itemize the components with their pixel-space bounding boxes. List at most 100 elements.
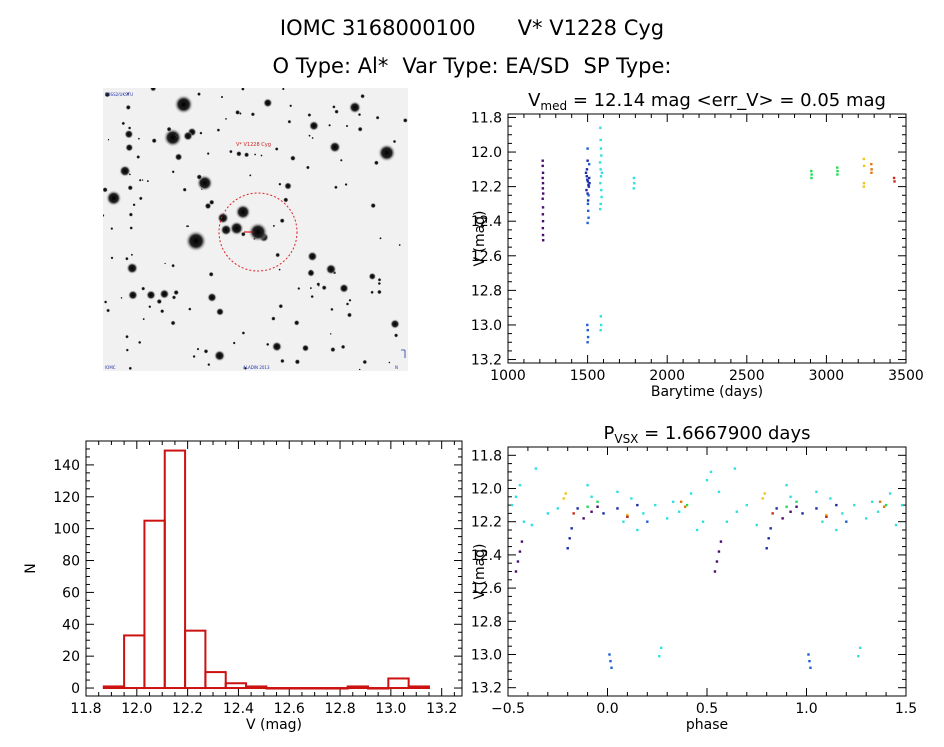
finder-star (141, 179, 144, 182)
lightcurve-point (599, 323, 603, 327)
histogram-ytick-label: 20 (62, 649, 80, 665)
phased-point (596, 500, 599, 503)
histogram-bar (407, 685, 430, 690)
finder-star (174, 153, 183, 161)
lightcurve-point (599, 315, 603, 318)
finder-star (373, 160, 379, 166)
phased-point (679, 500, 683, 503)
finder-star (196, 174, 203, 180)
finder-star (234, 109, 241, 116)
finder-star (207, 292, 217, 303)
finder-star (203, 348, 209, 354)
lightcurve-point (600, 188, 603, 192)
finder-star (289, 104, 293, 108)
page-title-types: O Type: Al* Var Type: EA/SD SP Type: (0, 54, 944, 78)
lightcurve-ytick-label: 13.2 (471, 353, 502, 369)
lightcurve-point (810, 173, 813, 176)
finder-star (250, 112, 256, 117)
phased-point (636, 528, 639, 532)
phased-point (695, 528, 699, 532)
lightcurve-point (632, 176, 636, 180)
lightcurve-plot: 1000 1500 2000 2500 3000 3500 11.8 12.0 12.2 12.4… (471, 90, 924, 400)
phased-point (562, 497, 565, 500)
histogram-bar (224, 682, 248, 690)
histogram-bar (387, 677, 410, 690)
lightcurve-xtick-label: 2500 (729, 368, 765, 384)
lightcurve-point (541, 192, 545, 195)
finder-star (130, 253, 134, 257)
phased-plot: −0.5 0.0 0.5 1.0 1.5 11.8 12.0 12.2 12.4 12.6 12.8… (471, 423, 917, 733)
finder-star (289, 155, 296, 162)
phased-point (853, 503, 856, 507)
phased-point (586, 483, 589, 487)
finder-star (125, 348, 129, 352)
finder-star (278, 182, 282, 186)
finder-star (321, 285, 327, 291)
finder-star (182, 187, 187, 192)
finder-star (137, 137, 141, 140)
phased-point (715, 560, 719, 563)
finder-star (137, 340, 142, 345)
lightcurve-xlabel: Barytime (days) (651, 384, 763, 400)
phased-ytick-label: 12.2 (471, 515, 502, 531)
finder-star (229, 221, 244, 236)
lightcurve-xtick-label: 2000 (649, 368, 685, 384)
histogram-xtick-label: 12.8 (324, 701, 355, 717)
lightcurve-point (600, 195, 603, 199)
lightcurve-point (586, 341, 589, 344)
finder-star (402, 117, 408, 123)
lightcurve-point (586, 192, 589, 195)
finder-star (188, 307, 192, 311)
finder-star (142, 317, 145, 321)
finder-star (196, 347, 200, 351)
lightcurve-ytick-label: 12.2 (471, 180, 502, 196)
finder-star-bright (307, 269, 315, 277)
lightcurve-point (541, 181, 545, 185)
finder-star (375, 115, 380, 120)
phased-point (815, 507, 818, 510)
phased-xtick-label: 0.0 (596, 701, 618, 717)
finder-star (297, 286, 301, 291)
finder-star (377, 281, 382, 286)
target-circle (218, 192, 298, 272)
finder-star (398, 243, 401, 247)
finder-star (340, 344, 346, 350)
finder-star (393, 333, 399, 338)
histogram-ytick-label: 80 (62, 554, 80, 570)
finder-star-bright (185, 230, 207, 252)
finder-star (265, 342, 270, 347)
lightcurve-point (541, 226, 545, 230)
finder-star (110, 227, 114, 231)
phased-point (835, 503, 838, 507)
phased-point (564, 492, 567, 495)
finder-star (166, 126, 172, 132)
phased-point (596, 505, 599, 508)
histogram-ylabel: N (23, 563, 39, 573)
phased-point (514, 495, 518, 498)
phased-point (572, 512, 575, 515)
phased-xtick-label: 1.5 (895, 701, 917, 717)
finder-star (208, 199, 215, 206)
finder-star-bright (119, 165, 131, 177)
lightcurve-point (586, 159, 589, 162)
phased-point (689, 492, 693, 495)
phased-ytick-label: 11.8 (471, 448, 502, 464)
lightcurve-point (541, 220, 545, 223)
page-title-object: IOMC 3168000100 V* V1228 Cyg (0, 16, 944, 40)
finder-star (192, 354, 196, 359)
phased-point (835, 528, 838, 532)
finder-star (392, 139, 397, 144)
histogram-xtick-label: 13.2 (426, 701, 457, 717)
finder-star (138, 178, 142, 182)
lightcurve-point (587, 209, 590, 213)
lightcurve-point (587, 183, 590, 187)
phased-point (677, 510, 681, 513)
histogram-plot: 11.8 12.0 12.2 12.4 12.6 12.8 13.0 13.2 0 20 40 60 8… (23, 440, 463, 733)
finder-star (128, 212, 134, 217)
finder-star (220, 224, 232, 236)
phased-point (717, 490, 721, 494)
finder-star (240, 88, 245, 91)
finder-star (129, 226, 134, 230)
finder-star (376, 289, 382, 295)
phased-point (566, 547, 569, 550)
